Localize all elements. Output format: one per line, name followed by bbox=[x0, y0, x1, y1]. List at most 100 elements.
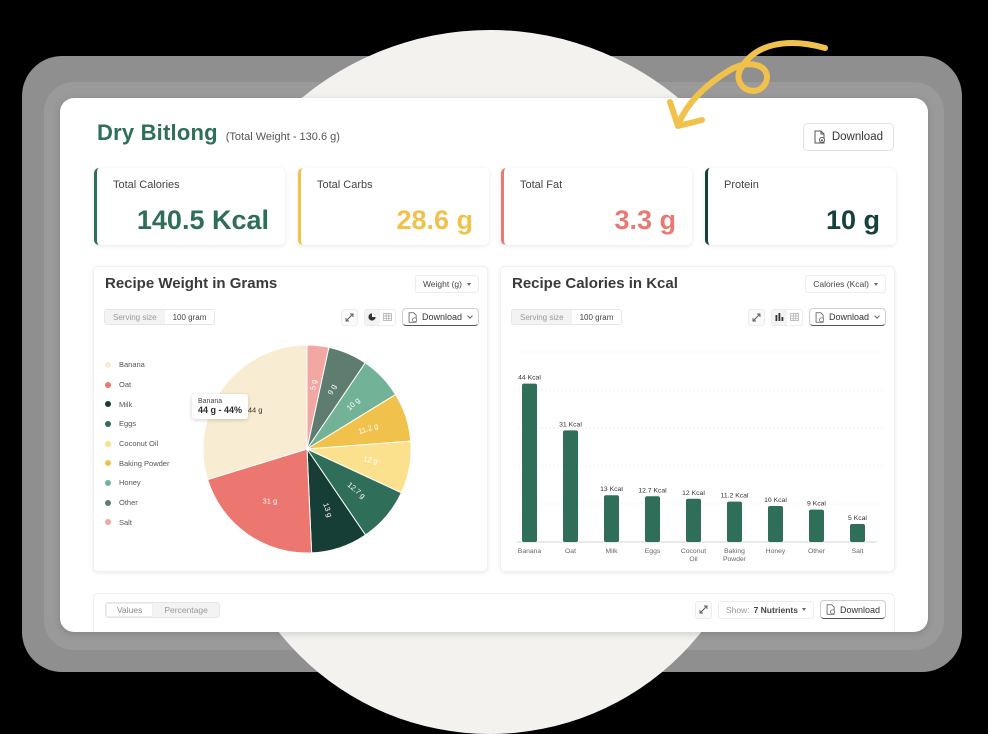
download-label: Download bbox=[828, 312, 869, 322]
expand-button[interactable] bbox=[747, 308, 765, 326]
bar-category-label: Baking bbox=[724, 548, 745, 555]
serving-size-value[interactable]: 100 gram bbox=[164, 310, 215, 324]
select-value: Calories (Kcal) bbox=[813, 279, 869, 289]
bar-category-label: Eggs bbox=[645, 548, 661, 555]
curved-arrow-decoration bbox=[667, 40, 828, 129]
serving-size-field[interactable]: Serving size 100 gram bbox=[104, 309, 216, 325]
bar-other[interactable] bbox=[809, 509, 824, 542]
bar-coconut-oil[interactable] bbox=[686, 498, 701, 542]
bar-category-label: Powder bbox=[723, 556, 747, 563]
legend-item[interactable]: Banana bbox=[105, 355, 169, 375]
caret-down-icon bbox=[874, 282, 878, 286]
legend-item[interactable]: Eggs bbox=[105, 414, 169, 434]
download-label: Download bbox=[839, 604, 880, 615]
pie-slice-oat[interactable] bbox=[206, 448, 313, 554]
bar-value-label: 11.2 Kcal bbox=[721, 493, 749, 500]
values-percentage-toggle[interactable]: Values Percentage bbox=[105, 602, 220, 618]
serving-size-field[interactable]: Serving size 100 gram bbox=[511, 309, 623, 325]
stat-value: 3.3 g bbox=[614, 205, 676, 235]
bar-banana[interactable] bbox=[522, 383, 537, 542]
calories-unit-select[interactable]: Calories (Kcal) bbox=[805, 275, 886, 293]
expand-icon bbox=[345, 313, 354, 321]
stat-card-calories: Total Calories 140.5 Kcal bbox=[94, 168, 285, 245]
expand-icon bbox=[699, 605, 708, 614]
bar-honey[interactable] bbox=[768, 506, 783, 542]
legend-dot-icon bbox=[105, 361, 111, 368]
bar-value-label: 12 Kcal bbox=[682, 490, 705, 497]
weight-chart-panel: Recipe Weight in Grams Weight (g) Servin… bbox=[93, 266, 488, 572]
serving-size-value[interactable]: 100 gram bbox=[571, 310, 622, 324]
chart-download-dropdown[interactable]: Download bbox=[401, 308, 479, 326]
legend-item[interactable]: Honey bbox=[105, 473, 169, 493]
weight-unit-select[interactable]: Weight (g) bbox=[414, 275, 479, 293]
legend-item[interactable]: Coconut Oil bbox=[105, 434, 169, 454]
expand-button[interactable] bbox=[340, 308, 358, 326]
legend-item[interactable]: Other bbox=[105, 493, 169, 513]
table-view-button[interactable] bbox=[787, 310, 802, 325]
total-weight: (Total Weight - 130.6 g) bbox=[225, 131, 340, 143]
legend-item[interactable]: Oat bbox=[105, 375, 169, 395]
stat-label: Total Calories bbox=[113, 179, 180, 191]
chart-download-dropdown[interactable]: Download bbox=[808, 308, 886, 326]
values-option[interactable]: Values bbox=[106, 603, 154, 617]
pie-chart-icon bbox=[368, 313, 377, 321]
bar-milk[interactable] bbox=[604, 495, 619, 542]
expand-icon bbox=[752, 313, 761, 321]
legend-label: Honey bbox=[119, 478, 141, 488]
legend-item[interactable]: Milk bbox=[105, 394, 169, 414]
view-toggle[interactable] bbox=[770, 308, 803, 326]
legend-item[interactable]: Salt bbox=[105, 513, 169, 533]
nutrients-download-button[interactable]: Download bbox=[819, 600, 886, 619]
show-value: 7 Nutrients bbox=[753, 604, 798, 615]
bar-baking-powder[interactable] bbox=[727, 501, 742, 542]
pie-view-button[interactable] bbox=[364, 309, 380, 325]
show-nutrients-select[interactable]: Show: 7 Nutrients bbox=[717, 600, 814, 619]
bar-value-label: 10 Kcal bbox=[764, 497, 787, 504]
legend-dot-icon bbox=[105, 440, 111, 447]
bar-value-label: 31 Kcal bbox=[559, 421, 582, 428]
panel-title: Recipe Calories in Kcal bbox=[512, 275, 678, 292]
calories-bar-chart[interactable]: 44 Kcal Banana 31 Kcal Oat 13 Kcal Milk 12.7 K… bbox=[511, 343, 891, 568]
legend-item[interactable]: Baking Powder bbox=[105, 453, 169, 473]
stat-card-carbs: Total Carbs 28.6 g bbox=[298, 168, 489, 245]
legend-label: Salt bbox=[119, 517, 132, 527]
chevron-down-icon bbox=[467, 313, 473, 319]
pie-slice-banana[interactable] bbox=[202, 344, 308, 481]
pie-slice-label: 5 g bbox=[308, 379, 318, 390]
document-download-icon bbox=[826, 604, 835, 615]
bar-category-label: Banana bbox=[518, 548, 542, 555]
bar-category-label: Honey bbox=[766, 548, 786, 555]
pie-slice-label: 12 g bbox=[363, 454, 379, 465]
chart-toolbar: Download bbox=[747, 308, 886, 326]
pie-legend: Banana Oat Milk Eggs Coconut Oil Baking Powde… bbox=[105, 355, 169, 532]
expand-button[interactable] bbox=[694, 600, 712, 619]
bar-value-label: 9 Kcal bbox=[807, 501, 826, 508]
bar-category-label: Coconut bbox=[681, 548, 706, 555]
download-button[interactable]: Download bbox=[802, 123, 894, 151]
document-download-icon bbox=[814, 130, 825, 144]
serving-size-label: Serving size bbox=[512, 310, 572, 324]
percentage-option[interactable]: Percentage bbox=[153, 603, 219, 617]
pie-tooltip: Banana 44 g - 44% bbox=[192, 394, 249, 419]
caret-down-icon bbox=[467, 282, 471, 286]
bar-salt[interactable] bbox=[850, 524, 865, 542]
legend-label: Oat bbox=[119, 380, 132, 390]
stat-value: 10 g bbox=[825, 205, 880, 235]
stat-label: Total Carbs bbox=[317, 179, 373, 191]
legend-label: Eggs bbox=[119, 419, 137, 429]
table-view-button[interactable] bbox=[380, 310, 395, 325]
bar-eggs[interactable] bbox=[645, 496, 660, 542]
legend-label: Coconut Oil bbox=[119, 439, 159, 449]
bar-chart-icon bbox=[775, 313, 784, 321]
legend-label: Banana bbox=[119, 360, 145, 370]
legend-dot-icon bbox=[105, 401, 111, 408]
view-toggle[interactable] bbox=[363, 308, 396, 326]
panel-title: Recipe Weight in Grams bbox=[105, 275, 278, 292]
bar-view-button[interactable] bbox=[771, 309, 787, 325]
tooltip-value: 44 g - 44% bbox=[198, 405, 243, 415]
page-title: Dry Bitlong bbox=[97, 120, 218, 145]
nutrients-panel: Values Percentage Show: 7 Nutrients Down… bbox=[93, 593, 895, 632]
nutrients-toolbar: Show: 7 Nutrients Download bbox=[694, 600, 886, 619]
bar-oat[interactable] bbox=[563, 430, 578, 542]
